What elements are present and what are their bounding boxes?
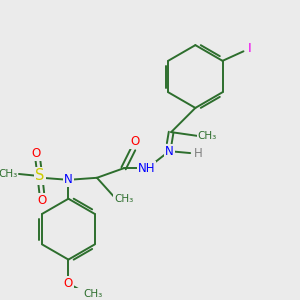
Text: H: H [194,147,202,160]
Text: CH₃: CH₃ [198,131,217,141]
Text: NH: NH [138,162,155,175]
Text: CH₃: CH₃ [83,289,103,299]
Text: CH₃: CH₃ [114,194,133,204]
Text: CH₃: CH₃ [0,169,17,179]
Text: I: I [247,42,251,55]
Text: S: S [35,168,45,183]
Text: O: O [130,135,140,148]
Text: N: N [165,145,174,158]
Text: O: O [37,194,46,207]
Text: O: O [64,277,73,290]
Text: O: O [32,147,41,160]
Text: N: N [64,173,73,186]
